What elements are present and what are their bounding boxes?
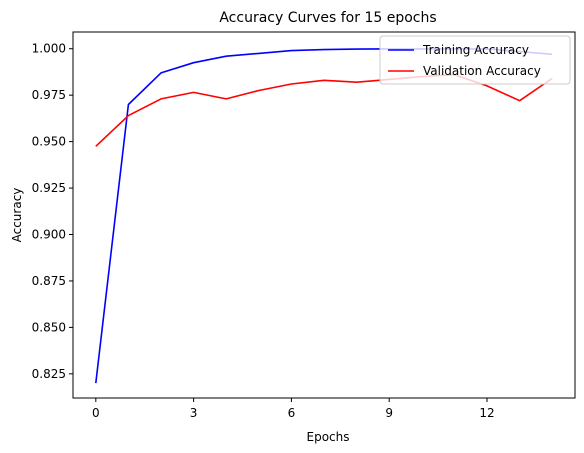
y-tick-label: 1.000 bbox=[32, 42, 66, 56]
y-axis-label: Accuracy bbox=[10, 188, 24, 243]
y-tick-label: 0.950 bbox=[32, 135, 66, 149]
x-tick-label: 3 bbox=[190, 406, 198, 420]
y-tick-label: 0.850 bbox=[32, 320, 66, 334]
y-tick-label: 0.975 bbox=[32, 88, 66, 102]
legend: Training Accuracy Validation Accuracy bbox=[379, 35, 571, 85]
y-tick-label: 0.875 bbox=[32, 274, 66, 288]
x-tick-label: 6 bbox=[288, 406, 296, 420]
legend-box bbox=[379, 35, 571, 85]
plot-area bbox=[72, 31, 576, 399]
y-tick-label: 0.825 bbox=[32, 367, 66, 381]
x-axis-label: Epochs bbox=[307, 430, 350, 444]
legend-label: Training Accuracy bbox=[422, 43, 529, 57]
y-tick-label: 0.900 bbox=[32, 228, 66, 242]
chart-title: Accuracy Curves for 15 epochs bbox=[219, 10, 436, 26]
series-line-validation bbox=[95, 73, 553, 147]
x-tick-label: 0 bbox=[92, 406, 100, 420]
y-axis: 0.825 0.850 0.875 0.900 0.925 0.950 0.975 1.000 bbox=[32, 42, 73, 381]
x-tick-label: 9 bbox=[385, 406, 393, 420]
x-tick-label: 12 bbox=[479, 406, 494, 420]
y-tick-label: 0.925 bbox=[32, 181, 66, 195]
legend-label: Validation Accuracy bbox=[423, 64, 541, 78]
plot-frame bbox=[72, 31, 576, 399]
x-axis: 0 3 6 9 12 bbox=[92, 398, 495, 420]
